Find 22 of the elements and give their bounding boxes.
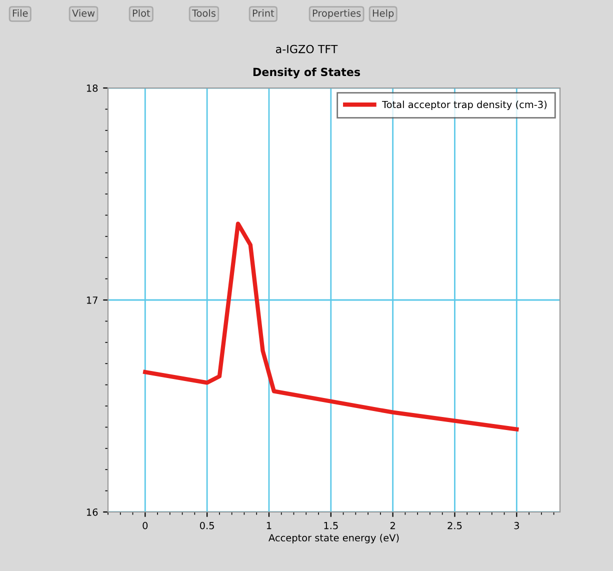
text: Help xyxy=(372,9,394,19)
x-tick-label: 0 xyxy=(142,522,148,530)
y-tick-label: 18 xyxy=(86,84,98,92)
line-series xyxy=(143,222,519,432)
chart-title: a-IGZO TFT xyxy=(276,44,338,54)
text: View xyxy=(72,9,95,17)
y-tick-label: 17 xyxy=(86,296,98,304)
text: Tools xyxy=(192,9,216,17)
text: Print xyxy=(252,9,274,17)
x-axis-title: Acceptor state energy (eV) xyxy=(268,534,399,544)
text: Plot xyxy=(132,9,150,17)
x-tick-label: 0.5 xyxy=(200,522,214,530)
x-tick-label: 2.5 xyxy=(448,522,462,530)
x-tick-label: 1.5 xyxy=(324,522,338,530)
x-tick-label: 1 xyxy=(266,522,272,530)
chart-subtitle: Density of States xyxy=(253,68,360,78)
text: Properties xyxy=(312,9,361,19)
legend-label: Total acceptor trap density (cm-3) xyxy=(382,100,547,110)
x-tick-label: 3 xyxy=(514,522,519,530)
text: File xyxy=(12,9,28,17)
x-tick-label: 2 xyxy=(390,522,395,530)
y-tick-label: 16 xyxy=(86,508,98,516)
